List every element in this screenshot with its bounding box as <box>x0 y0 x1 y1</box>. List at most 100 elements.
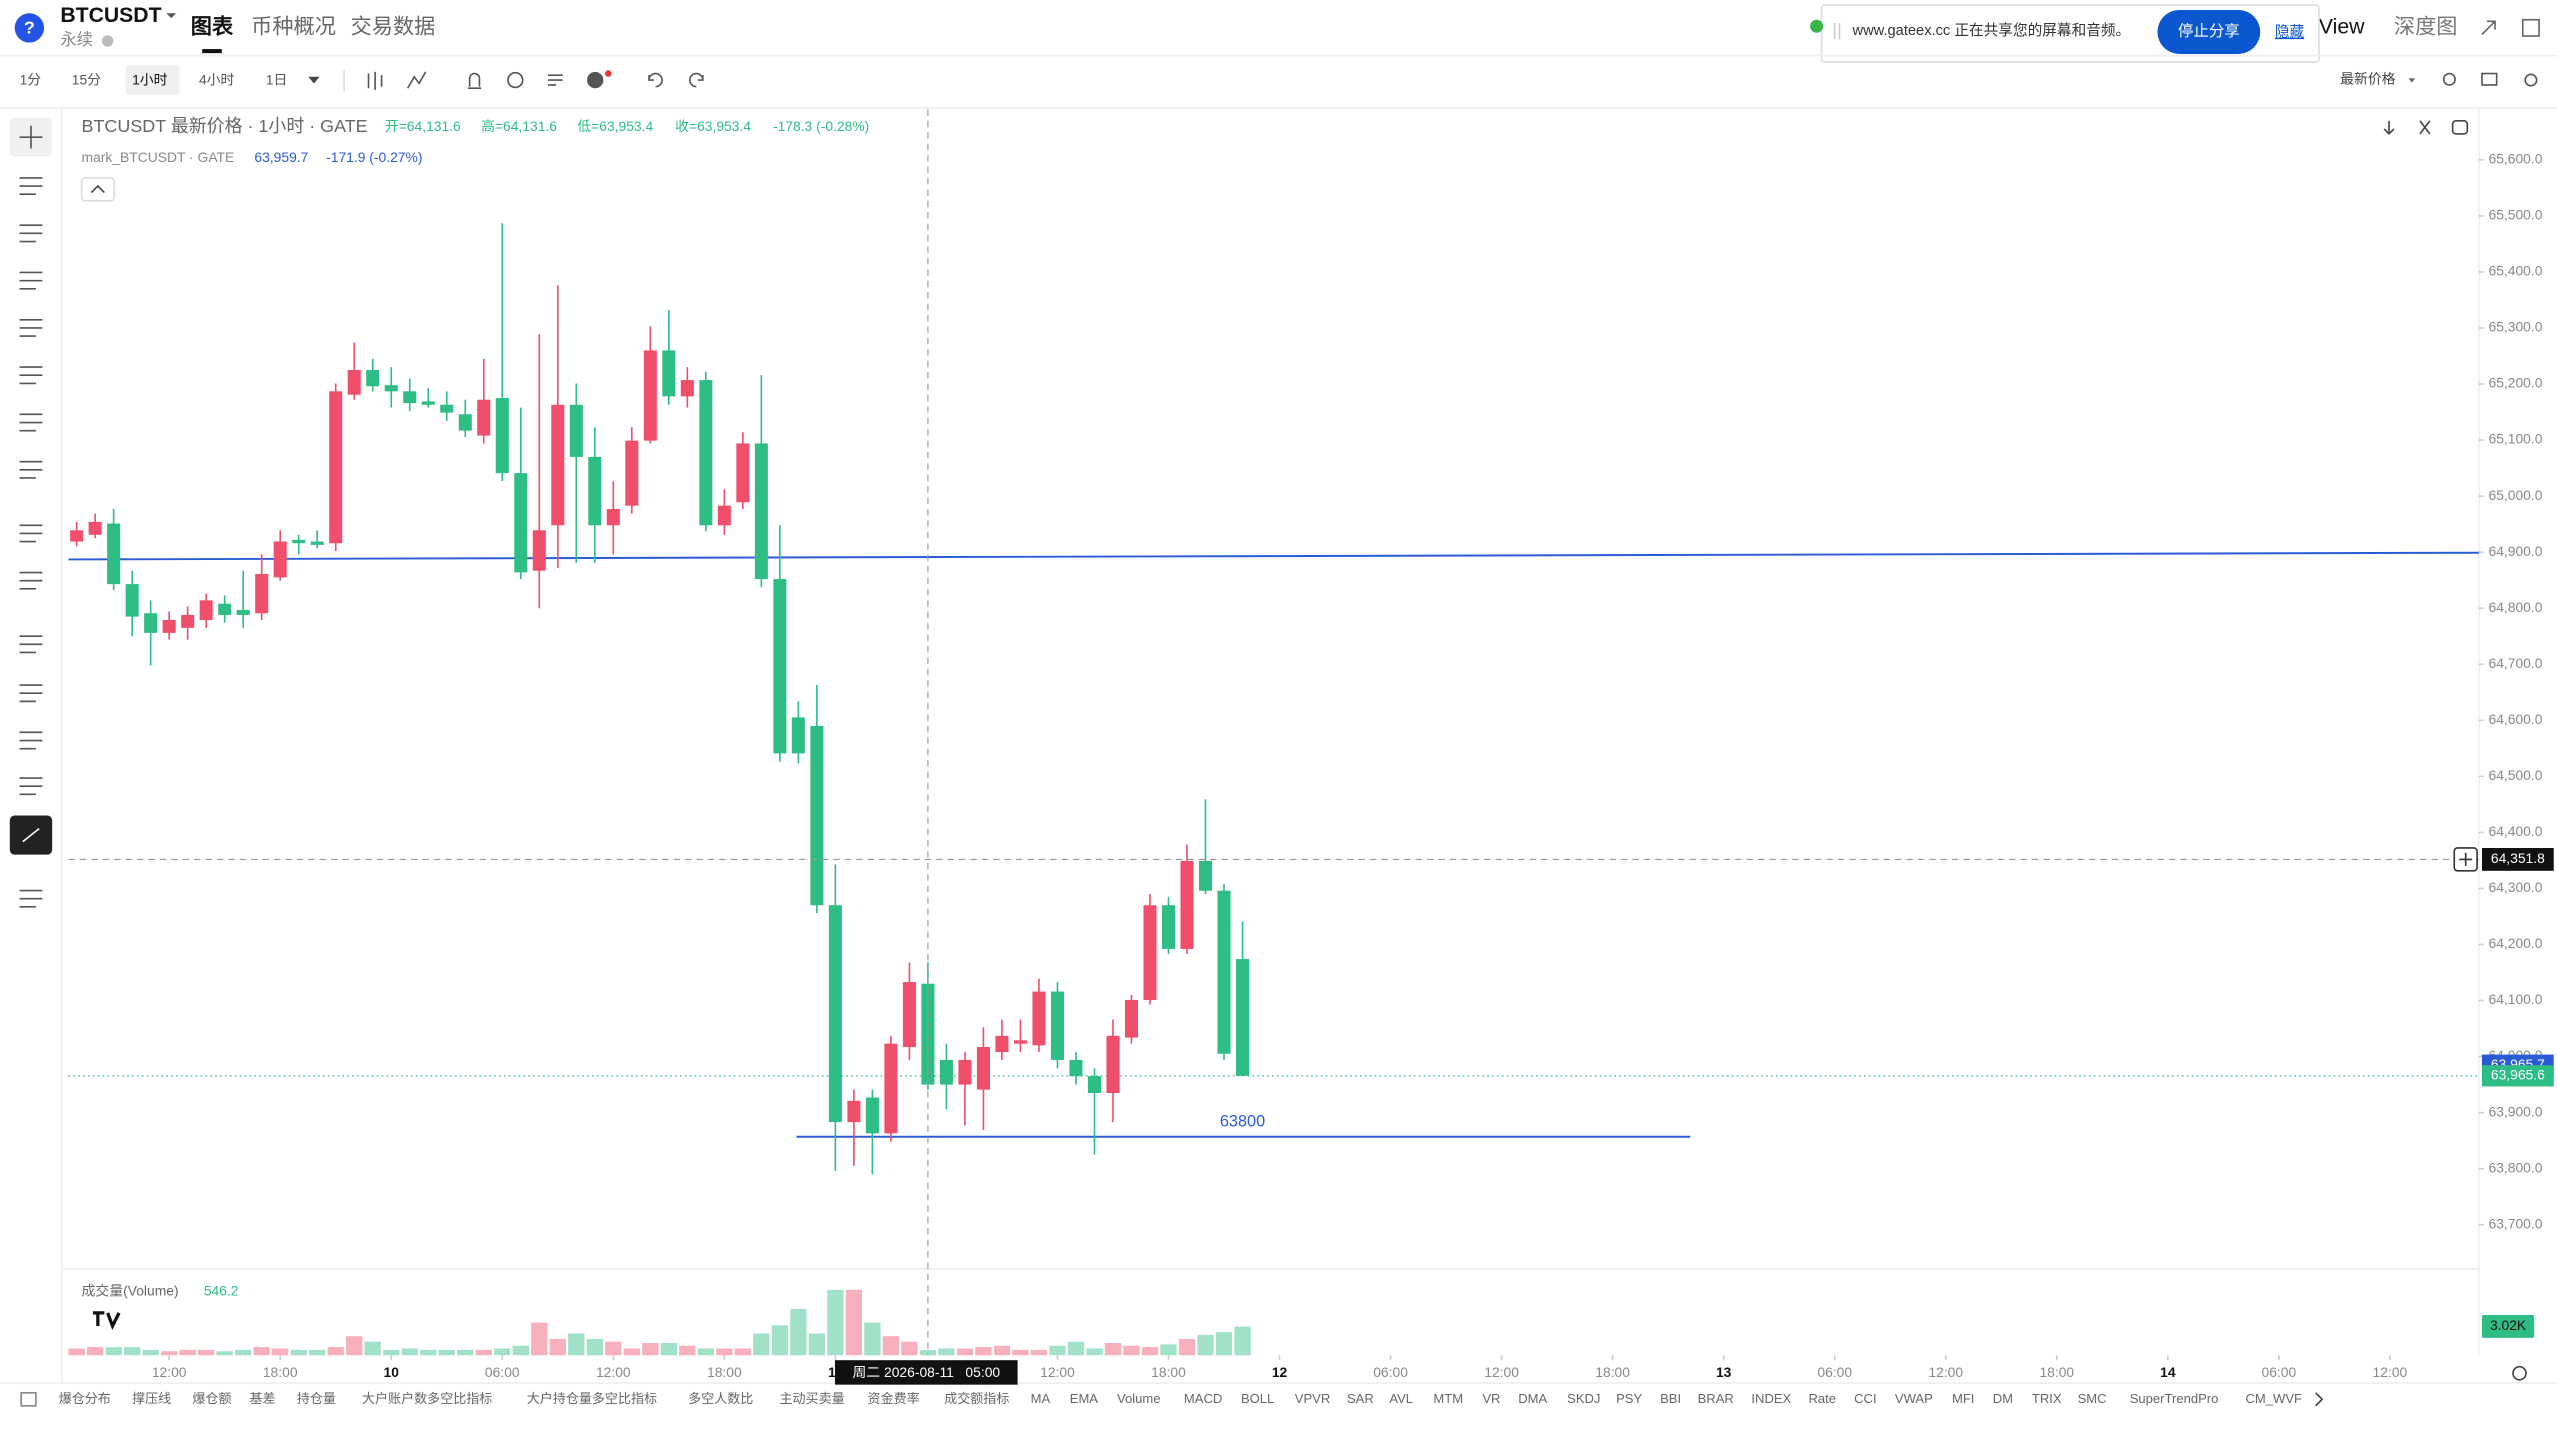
indicator[interactable]: DMA <box>1518 1391 1547 1406</box>
scroll-down-icon[interactable] <box>2383 120 2395 136</box>
indicator[interactable]: 资金费率 <box>868 1391 920 1406</box>
indicator[interactable]: Rate <box>1808 1391 1836 1406</box>
drawing-tool[interactable] <box>19 571 43 590</box>
indicator-scroll-arrow[interactable] <box>2315 1392 2324 1407</box>
help-icon[interactable] <box>14 13 45 43</box>
candle-body <box>680 380 694 397</box>
indicator[interactable]: MACD <box>1184 1391 1222 1406</box>
indicator[interactable]: BRAR <box>1698 1391 1734 1406</box>
candle-body <box>588 456 602 526</box>
interval[interactable]: 1日 <box>266 72 288 88</box>
candle-body <box>144 613 158 633</box>
drawing-tool[interactable] <box>19 635 43 654</box>
indicator[interactable]: EMA <box>1070 1391 1099 1406</box>
calendar-icon[interactable] <box>20 1391 37 1407</box>
drawing-tool[interactable] <box>19 318 43 337</box>
redo-icon[interactable] <box>688 72 704 88</box>
interval[interactable]: 4小时 <box>199 72 235 88</box>
indicator[interactable]: 成交额指标 <box>944 1391 1009 1406</box>
drawing-tool[interactable] <box>19 731 43 750</box>
candle-body <box>440 404 454 413</box>
indicator[interactable]: 基差 <box>250 1391 276 1406</box>
undo-icon[interactable] <box>648 72 663 88</box>
indicator[interactable]: PSY <box>1616 1391 1642 1406</box>
indicator[interactable]: MFI <box>1952 1391 1974 1406</box>
interval-dropdown[interactable] <box>308 76 320 84</box>
x-tick-label: 10 <box>384 1364 400 1380</box>
drawing-tool[interactable] <box>22 827 40 843</box>
indicator[interactable]: Volume <box>1117 1391 1160 1406</box>
window-icon[interactable] <box>2521 18 2540 37</box>
indicator[interactable]: 爆仓额 <box>192 1391 231 1406</box>
indicator-icon[interactable] <box>406 71 427 89</box>
drawing-tool[interactable] <box>19 460 43 479</box>
search-icon[interactable] <box>2442 72 2456 86</box>
indicator[interactable]: VWAP <box>1895 1391 1933 1406</box>
indicator[interactable]: 持仓量 <box>297 1391 336 1406</box>
drawing-tool[interactable] <box>19 684 43 703</box>
drawing-tool[interactable] <box>19 777 43 796</box>
indicator[interactable]: SMC <box>2078 1391 2107 1406</box>
collapse-legend-button[interactable] <box>80 177 115 202</box>
drag-handle[interactable] <box>1833 22 1841 40</box>
drawing-tool[interactable] <box>19 125 43 149</box>
indicator[interactable]: 主动买卖量 <box>779 1391 844 1406</box>
symbol[interactable]: BTCUSDT <box>60 4 161 27</box>
replay-icon[interactable] <box>507 71 524 89</box>
interval[interactable]: 15分 <box>72 72 101 88</box>
indicator[interactable]: BBI <box>1660 1391 1681 1406</box>
expand-icon[interactable] <box>2481 20 2496 35</box>
settings-icon[interactable] <box>2524 73 2538 87</box>
crosshair-plus <box>2459 852 2473 866</box>
tab[interactable]: 交易数据 <box>351 14 436 38</box>
snapshot-icon[interactable] <box>2481 72 2498 86</box>
price-source[interactable]: 最新价格 <box>2340 71 2396 87</box>
indicator[interactable]: INDEX <box>1751 1391 1791 1406</box>
price-source-dropdown[interactable] <box>2408 78 2416 83</box>
indicator[interactable]: BOLL <box>1241 1391 1274 1406</box>
axis-settings-icon[interactable] <box>2512 1365 2527 1381</box>
indicator[interactable]: MA <box>1031 1391 1051 1406</box>
alert-icon[interactable] <box>468 72 482 90</box>
drawing-tool[interactable] <box>19 524 43 543</box>
interval[interactable]: 1小时 <box>132 72 168 88</box>
tab[interactable]: 图表 <box>191 14 234 38</box>
chart-type-icon[interactable] <box>367 71 383 90</box>
indicator[interactable]: 大户账户数多空比指标 <box>362 1391 492 1406</box>
drawing-tool[interactable] <box>19 366 43 385</box>
indicator[interactable]: SuperTrendPro <box>2130 1391 2219 1406</box>
indicator[interactable]: 撑压线 <box>132 1391 171 1406</box>
mark-change: -171.9 (-0.27%) <box>326 149 422 165</box>
drawing-tool[interactable] <box>19 177 43 196</box>
drawing-tool[interactable] <box>19 224 43 243</box>
indicator[interactable]: VR <box>1482 1391 1500 1406</box>
fit-icon[interactable] <box>2419 120 2431 135</box>
drawing-tool[interactable] <box>19 413 43 432</box>
indicator[interactable]: CCI <box>1854 1391 1876 1406</box>
hide-link[interactable]: 隐藏 <box>2275 24 2305 41</box>
indicator[interactable]: SAR <box>1347 1391 1374 1406</box>
tab[interactable]: 币种概况 <box>251 14 336 38</box>
view-link[interactable]: View <box>2319 15 2365 38</box>
interval[interactable]: 1分 <box>20 72 42 88</box>
indicator[interactable]: DM <box>1993 1391 2013 1406</box>
reset-icon[interactable] <box>2451 120 2469 135</box>
indicator[interactable]: MTM <box>1433 1391 1463 1406</box>
indicator[interactable]: TRIX <box>2032 1391 2062 1406</box>
tradingview-logo[interactable] <box>92 1311 121 1331</box>
stop-share-button[interactable] <box>2157 9 2261 54</box>
drawing-tool[interactable] <box>19 271 43 290</box>
symbol-dropdown[interactable] <box>166 13 177 19</box>
indicator[interactable]: 爆仓分布 <box>59 1391 111 1406</box>
indicator[interactable]: 多空人数比 <box>688 1391 753 1406</box>
add-icon[interactable] <box>587 71 604 89</box>
indicator[interactable]: VPVR <box>1295 1391 1331 1406</box>
indicator[interactable]: 大户持仓量多空比指标 <box>527 1391 657 1406</box>
template-icon[interactable] <box>547 74 563 86</box>
info-icon[interactable] <box>101 35 114 47</box>
indicator[interactable]: CM_WVF <box>2246 1391 2303 1406</box>
indicator[interactable]: SKDJ <box>1567 1391 1600 1406</box>
indicator[interactable]: AVL <box>1389 1391 1413 1406</box>
depth-tab[interactable]: 深度图 <box>2394 14 2458 38</box>
drawing-tool[interactable] <box>19 889 43 908</box>
